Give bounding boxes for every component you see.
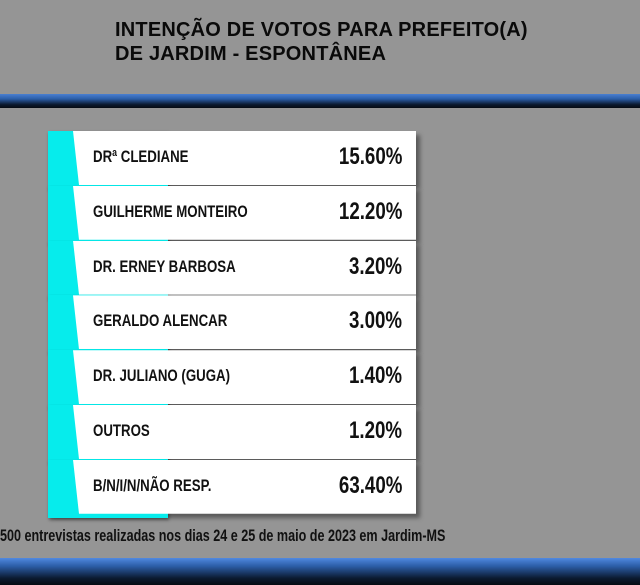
title-line-1: INTENÇÃO DE VOTOS PARA PREFEITO(A) — [115, 19, 528, 41]
candidate-percentage: 63.40% — [338, 471, 402, 499]
result-row: GERALDO ALENCAR 3.00% — [48, 295, 420, 354]
candidate-name: B/N/I/N/NÃO RESP. — [93, 475, 212, 495]
result-row: B/N/I/N/NÃO RESP. 63.40% — [48, 459, 420, 518]
row-panel — [73, 405, 416, 459]
row-panel — [73, 131, 416, 185]
result-row: GUILHERME MONTEIRO 12.20% — [48, 185, 420, 244]
top-divider-band — [0, 94, 640, 108]
candidate-percentage: 3.20% — [348, 252, 402, 280]
result-row: OUTROS 1.20% — [48, 405, 420, 463]
candidate-name: OUTROS — [93, 421, 150, 440]
candidate-percentage: 1.40% — [348, 362, 402, 390]
candidate-name: DR. ERNEY BARBOSA — [93, 256, 236, 276]
candidate-name: GUILHERME MONTEIRO — [93, 201, 248, 221]
bottom-band — [0, 558, 640, 585]
footer-note: 500 entrevistas realizadas nos dias 24 e… — [0, 526, 446, 545]
candidate-percentage: 15.60% — [338, 143, 402, 170]
candidate-percentage: 1.20% — [348, 417, 402, 444]
row-panel — [73, 350, 416, 405]
result-row: DR. ERNEY BARBOSA 3.20% — [48, 240, 420, 299]
candidate-name: DR. JULIANO (GUGA) — [93, 366, 231, 386]
result-row: DR. JULIANO (GUGA) 1.40% — [48, 350, 420, 409]
chart-title: INTENÇÃO DE VOTOS PARA PREFEITO(A) DE JA… — [115, 18, 528, 66]
result-row: DRª CLEDIANE 15.60% — [48, 131, 420, 189]
candidate-name: GERALDO ALENCAR — [93, 311, 228, 331]
candidate-percentage: 3.00% — [348, 307, 402, 335]
row-panel — [73, 295, 416, 350]
candidate-name: DRª CLEDIANE — [93, 147, 189, 166]
candidate-percentage: 12.20% — [338, 197, 402, 225]
title-line-2: DE JARDIM - ESPONTÂNEA — [115, 43, 387, 65]
row-panel — [73, 185, 416, 240]
row-panel — [73, 240, 416, 295]
row-panel — [73, 459, 416, 514]
